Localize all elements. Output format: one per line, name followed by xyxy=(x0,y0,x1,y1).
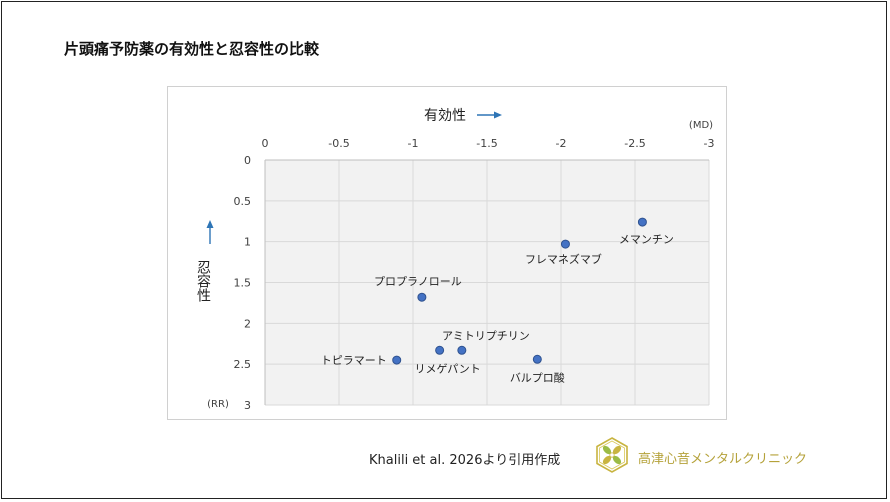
data-point xyxy=(417,292,427,302)
y-axis-arrow-icon xyxy=(206,220,214,244)
y-axis-unit: (RR) xyxy=(207,399,229,410)
data-point xyxy=(637,217,647,227)
x-axis-arrow-icon xyxy=(477,111,502,119)
x-tick-label: -1 xyxy=(408,137,419,150)
y-tick-label: 1 xyxy=(244,236,251,249)
data-points xyxy=(392,217,647,365)
y-tick-label: 0 xyxy=(244,154,251,167)
point-label: リメゲパント xyxy=(414,362,480,375)
data-point xyxy=(532,354,542,364)
data-point xyxy=(392,355,402,365)
point-label: プロプラノロール xyxy=(374,275,462,288)
tick-labels: 0 -0.5 -1 -1.5 -2 -2.5 -3 0 0.5 1 1.5 2 2.5 3 xyxy=(234,137,715,412)
x-tick-label: -0.5 xyxy=(328,137,349,150)
y-tick-label: 0.5 xyxy=(234,195,252,208)
source-citation: Khalili et al. 2026より引用作成 xyxy=(369,453,561,468)
data-point xyxy=(560,239,570,249)
data-point xyxy=(435,345,445,355)
y-tick-label: 2.5 xyxy=(234,358,252,371)
y-tick-label: 1.5 xyxy=(234,277,252,290)
point-label: フレマネズマブ xyxy=(525,252,602,266)
clinic-logo-icon xyxy=(594,437,630,473)
x-tick-label: 0 xyxy=(262,137,269,150)
x-axis-title: 有効性 xyxy=(424,108,466,124)
chart-container: 0 -0.5 -1 -1.5 -2 -2.5 -3 0 0.5 1 1.5 2 2.5 3 有効性 (MD… xyxy=(167,86,727,420)
clinic-name: 高津心音メンタルクリニック xyxy=(638,452,808,467)
point-label: メマンチン xyxy=(619,233,674,246)
scatter-chart: 0 -0.5 -1 -1.5 -2 -2.5 -3 0 0.5 1 1.5 2 2.5 3 有効性 (MD… xyxy=(195,108,715,412)
x-tick-label: -2 xyxy=(556,137,567,150)
y-tick-label: 2 xyxy=(244,317,251,330)
x-arrow-head xyxy=(494,111,502,119)
point-label: バルプロ酸 xyxy=(510,370,565,384)
y-tick-label: 3 xyxy=(244,399,251,412)
y-axis-title: 忍容性 xyxy=(195,260,211,302)
x-tick-label: -3 xyxy=(704,137,715,150)
data-point xyxy=(457,345,467,355)
slide-title: 片頭痛予防薬の有効性と忍容性の比較 xyxy=(64,40,320,58)
axes xyxy=(264,159,709,405)
x-tick-label: -2.5 xyxy=(624,137,645,150)
point-label: アミトリプチリン xyxy=(442,329,530,342)
y-arrow-head xyxy=(206,220,214,228)
point-label: トピラマート xyxy=(321,354,387,367)
x-tick-label: -1.5 xyxy=(476,137,497,150)
x-axis-unit: (MD) xyxy=(689,120,713,131)
